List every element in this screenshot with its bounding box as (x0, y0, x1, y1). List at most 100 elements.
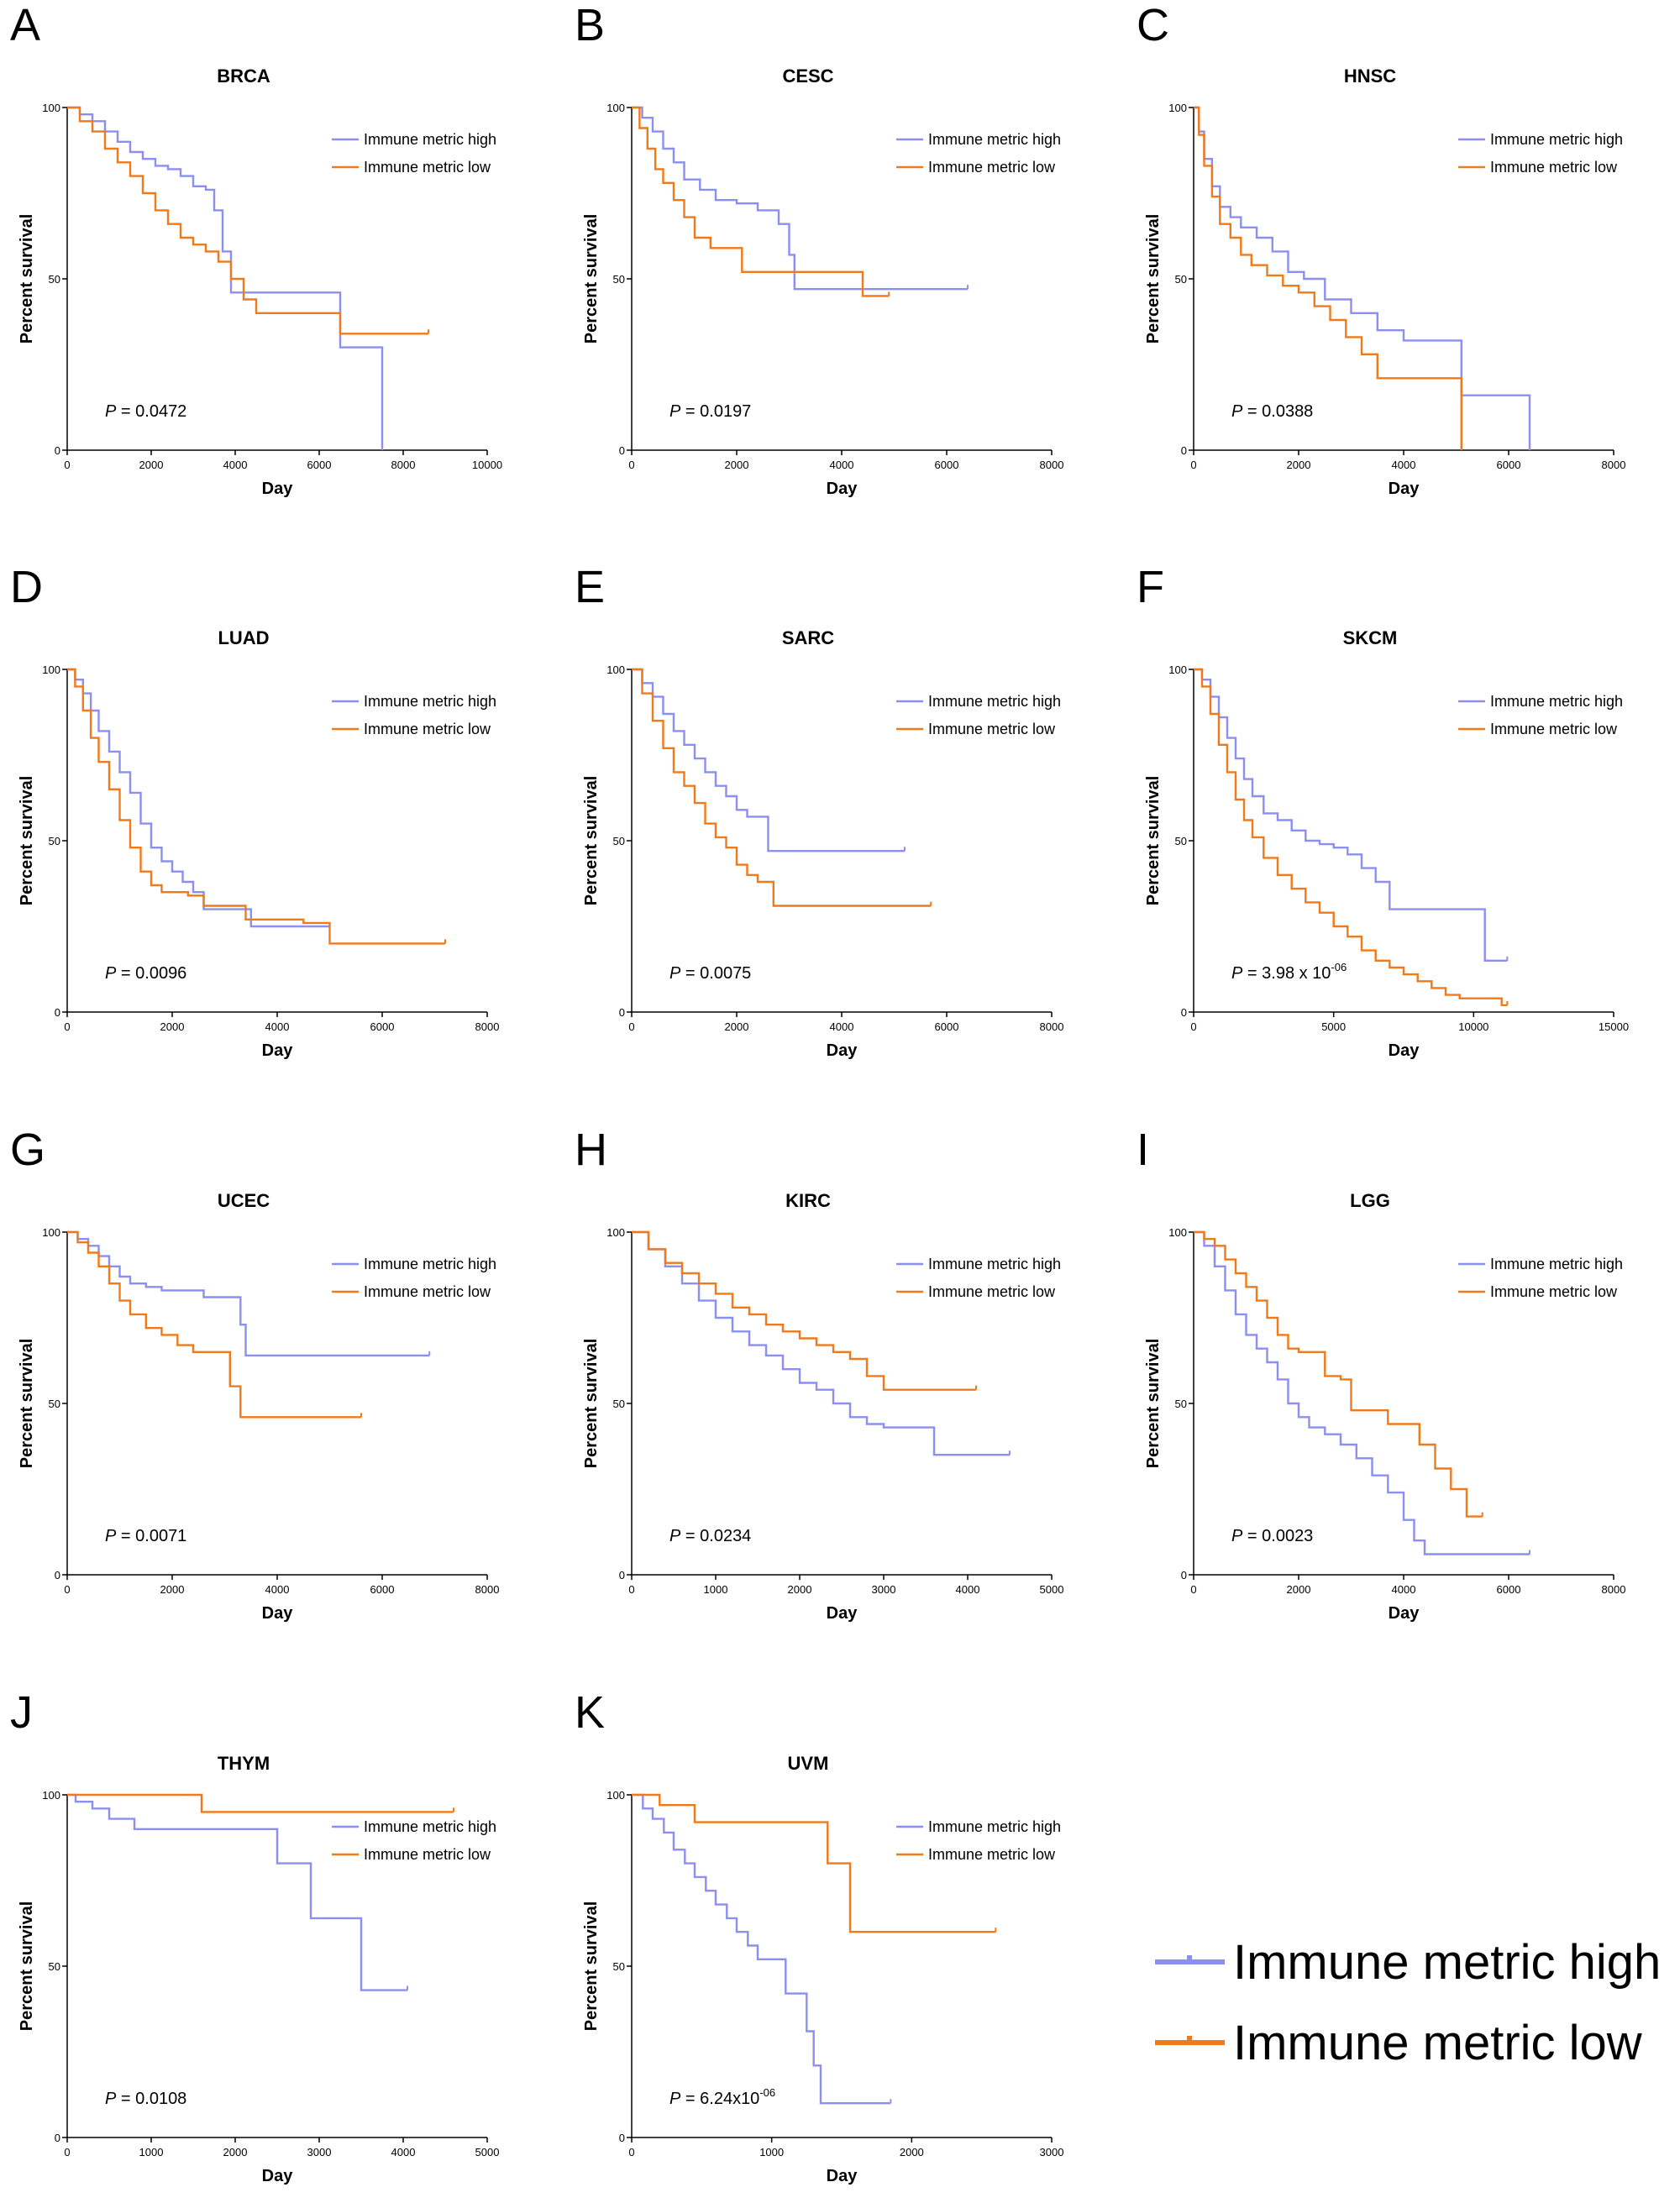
x-tick-label: 2000 (160, 1583, 185, 1596)
p-value-symbol: P (669, 1527, 681, 1545)
shared-legend-low: Immune metric low (1155, 2016, 1643, 2070)
x-tick-label: 2000 (725, 459, 749, 471)
x-tick-label: 0 (628, 1020, 634, 1033)
x-tick-label: 5000 (475, 2146, 500, 2158)
y-tick-label: 50 (1175, 1398, 1187, 1410)
legend-label-high: Immune metric high (1490, 1256, 1623, 1272)
panel-f: F SKCM 0 5000 10000 15000 0 50 100 Day Percent sur… (1137, 562, 1629, 1060)
legend-label-low: Immune metric low (928, 1846, 1056, 1863)
x-tick-label: 6000 (1497, 459, 1521, 471)
legend-label-low: Immune metric low (364, 1846, 491, 1863)
survival-curve-high (632, 1230, 1010, 1456)
y-axis-title: Percent survival (582, 1901, 601, 2032)
p-value: P = 0.0197 (669, 402, 751, 421)
y-tick-label: 50 (613, 273, 625, 286)
x-tick-label: 5000 (1040, 1583, 1064, 1596)
x-tick-label: 1000 (704, 1583, 728, 1596)
y-tick-label: 0 (55, 1006, 60, 1019)
x-tick-label: 4000 (223, 459, 248, 471)
panel-title: SKCM (1343, 627, 1398, 648)
survival-curve-low (1194, 668, 1508, 1006)
y-axis-title: Percent survival (1144, 214, 1163, 344)
legend-label-low: Immune metric low (364, 159, 491, 176)
y-tick-label: 100 (606, 1226, 625, 1239)
panel-title: KIRC (785, 1190, 831, 1211)
p-value: P = 0.0096 (105, 964, 186, 983)
panel-b: B CESC 0 2000 4000 6000 8000 0 50 100 Day Percent s… (575, 0, 1063, 498)
y-tick-label: 100 (606, 102, 625, 114)
x-tick-label: 0 (628, 459, 634, 471)
legend-label-high: Immune metric high (1490, 693, 1623, 710)
panel-letter: D (10, 562, 43, 612)
p-value-number: = 0.0108 (116, 2090, 186, 2108)
panel-title: UCEC (218, 1190, 270, 1211)
y-tick-label: 100 (1168, 1226, 1187, 1239)
survival-curve-low (67, 106, 428, 335)
y-tick-label: 50 (613, 1960, 625, 1973)
p-value-symbol: P (669, 2090, 681, 2108)
x-tick-label: 8000 (475, 1020, 500, 1033)
x-tick-label: 4000 (1392, 459, 1416, 471)
x-tick-label: 15000 (1599, 1020, 1629, 1033)
panel-letter: J (10, 1687, 33, 1738)
x-tick-label: 8000 (1040, 459, 1064, 471)
survival-curve-high (1194, 106, 1531, 450)
panel-title: LUAD (218, 627, 269, 648)
panel-letter: I (1137, 1125, 1149, 1175)
survival-curve-low (67, 668, 445, 945)
x-tick-label: 4000 (1392, 1583, 1416, 1596)
x-axis-title: Day (262, 2167, 294, 2185)
survival-curve-low (632, 1793, 996, 1933)
shared-legend: Immune metric high Immune metric low (1155, 1935, 1661, 2070)
p-value-symbol: P (669, 402, 681, 421)
y-axis-title: Percent survival (1144, 776, 1163, 906)
x-tick-label: 0 (628, 1583, 634, 1596)
x-tick-label: 4000 (830, 1020, 854, 1033)
panel-letter: A (10, 0, 40, 50)
y-tick-label: 0 (619, 2132, 625, 2144)
y-tick-label: 50 (49, 1398, 60, 1410)
shared-legend-high: Immune metric high (1155, 1935, 1661, 1990)
p-value: P = 0.0075 (669, 964, 751, 983)
survival-curve-high (632, 1793, 891, 2105)
x-tick-label: 0 (1190, 1583, 1196, 1596)
x-tick-label: 2000 (1287, 459, 1311, 471)
p-value: P = 0.0234 (669, 1527, 751, 1545)
survival-curve-low (632, 106, 890, 297)
panel-title: THYM (218, 1753, 270, 1774)
x-tick-label: 10000 (1458, 1020, 1488, 1033)
legend-label-high: Immune metric high (364, 693, 496, 710)
x-tick-label: 0 (1190, 459, 1196, 471)
y-tick-label: 0 (1181, 444, 1187, 457)
survival-curve-high (67, 106, 384, 450)
x-tick-label: 2000 (223, 2146, 248, 2158)
y-axis-title: Percent survival (18, 776, 36, 906)
legend-label-low: Immune metric low (928, 1283, 1056, 1300)
p-value-number: = 3.98 x 10 (1242, 964, 1331, 983)
panel-a: A BRCA 0 2000 4000 6000 8000 10000 0 50 100 Day Perc… (10, 0, 502, 498)
legend-label-high: Immune metric high (928, 1256, 1061, 1272)
p-value-number: = 0.0023 (1242, 1527, 1313, 1545)
p-value-number: = 0.0388 (1242, 402, 1313, 421)
x-tick-label: 0 (64, 459, 70, 471)
legend-label-low: Immune metric low (364, 1283, 491, 1300)
x-tick-label: 1000 (759, 2146, 784, 2158)
x-tick-label: 6000 (1497, 1583, 1521, 1596)
panel-g: G UCEC 0 2000 4000 6000 8000 0 50 100 Day Percent s… (10, 1125, 499, 1623)
x-tick-label: 10000 (472, 459, 502, 471)
legend-label-high: Immune metric high (1490, 131, 1623, 148)
legend-label-high: Immune metric high (928, 693, 1061, 710)
panel-letter: K (575, 1687, 605, 1738)
legend-label-high: Immune metric high (364, 1818, 496, 1835)
y-axis-title: Percent survival (18, 1339, 36, 1469)
x-tick-label: 4000 (956, 1583, 980, 1596)
p-value: P = 3.98 x 10-06 (1231, 961, 1347, 983)
x-tick-label: 3000 (1040, 2146, 1064, 2158)
x-tick-label: 2000 (1287, 1583, 1311, 1596)
x-tick-label: 2000 (788, 1583, 812, 1596)
p-value-exponent: -06 (759, 2086, 775, 2099)
panel-e: E SARC 0 2000 4000 6000 8000 0 50 100 Day Percent s… (575, 562, 1063, 1060)
legend-label-low: Immune metric low (928, 159, 1056, 176)
x-axis-title: Day (1389, 480, 1420, 498)
